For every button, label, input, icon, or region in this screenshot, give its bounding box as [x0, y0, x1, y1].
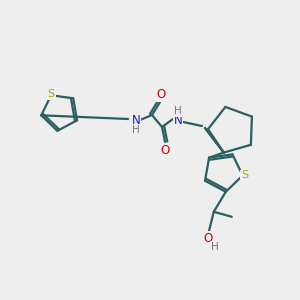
Text: S: S	[241, 170, 248, 181]
Text: O: O	[156, 88, 166, 101]
Text: N: N	[174, 115, 182, 128]
Text: H: H	[174, 106, 182, 116]
Text: N: N	[132, 115, 140, 128]
Text: O: O	[160, 143, 169, 157]
Text: H: H	[132, 125, 140, 135]
Text: S: S	[47, 89, 55, 99]
Text: H: H	[211, 242, 219, 252]
Text: O: O	[203, 232, 212, 245]
